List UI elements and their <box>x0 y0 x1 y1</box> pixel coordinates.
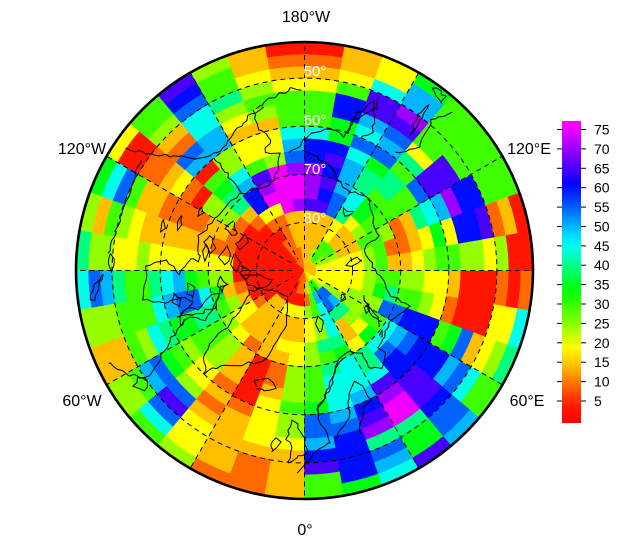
svg-text:20: 20 <box>594 335 610 351</box>
svg-text:45: 45 <box>594 238 610 254</box>
svg-text:25: 25 <box>594 315 610 331</box>
svg-text:55: 55 <box>594 199 610 215</box>
svg-text:35: 35 <box>594 277 610 293</box>
svg-text:120°W: 120°W <box>58 141 107 158</box>
svg-text:50: 50 <box>594 219 610 235</box>
svg-text:120°E: 120°E <box>507 141 551 158</box>
svg-text:65: 65 <box>594 160 610 176</box>
svg-text:60°W: 60°W <box>62 393 102 410</box>
svg-text:60: 60 <box>594 180 610 196</box>
svg-text:80°: 80° <box>304 210 327 227</box>
svg-text:60°: 60° <box>304 112 327 129</box>
svg-text:180°W: 180°W <box>282 9 331 26</box>
svg-text:10: 10 <box>594 374 610 390</box>
svg-text:30: 30 <box>594 296 610 312</box>
svg-text:0°: 0° <box>297 522 312 539</box>
svg-text:50°: 50° <box>304 63 327 80</box>
svg-text:40: 40 <box>594 257 610 273</box>
svg-text:75: 75 <box>594 122 610 138</box>
svg-text:70°: 70° <box>304 161 327 178</box>
svg-text:5: 5 <box>594 393 602 409</box>
svg-text:60°E: 60°E <box>510 393 545 410</box>
svg-text:70: 70 <box>594 141 610 157</box>
svg-text:15: 15 <box>594 354 610 370</box>
